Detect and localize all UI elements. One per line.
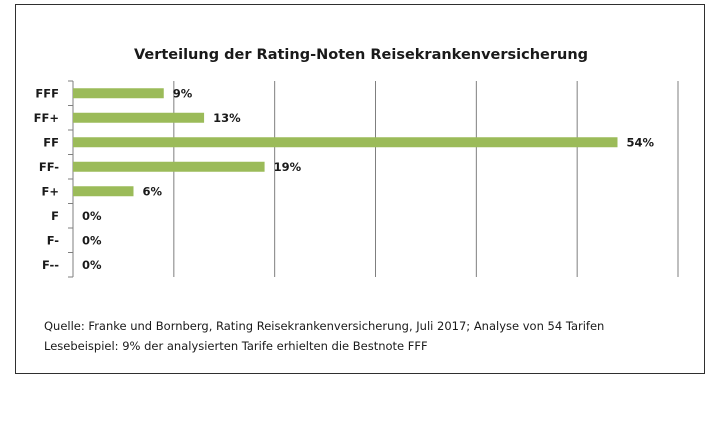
category-tick-label: F+ bbox=[42, 184, 60, 198]
category-tick-label: F-- bbox=[42, 258, 59, 272]
chart-title: Verteilung der Rating-Noten Reisekranken… bbox=[134, 47, 588, 63]
data-label: 9% bbox=[173, 86, 193, 100]
category-tick-label: F- bbox=[47, 233, 60, 247]
category-tick-label: FF bbox=[43, 135, 59, 149]
bar-chart: Verteilung der Rating-Noten Reisekranken… bbox=[34, 47, 679, 278]
data-label: 54% bbox=[627, 135, 655, 149]
category-axis bbox=[68, 80, 74, 278]
category-tick-label: FF+ bbox=[34, 111, 59, 125]
bars bbox=[73, 88, 618, 197]
category-tick-label: FF- bbox=[39, 160, 59, 174]
category-tick-label: FFF bbox=[35, 86, 59, 100]
bar bbox=[73, 161, 265, 172]
labels: FFF 9% FF+ 13% FF 54% FF- 19% F+ 6% F 0% F- 0% F-- 0% bbox=[34, 86, 655, 272]
data-label: 0% bbox=[82, 258, 102, 272]
data-label: 19% bbox=[274, 160, 302, 174]
data-label: 0% bbox=[82, 209, 102, 223]
bar bbox=[73, 88, 164, 99]
gridlines bbox=[173, 81, 679, 277]
reading-example-note: Lesebeispiel: 9% der analysierten Tarife… bbox=[44, 339, 428, 353]
bar bbox=[73, 186, 134, 197]
bar bbox=[73, 112, 205, 123]
bar bbox=[73, 137, 618, 148]
data-label: 6% bbox=[143, 184, 163, 198]
data-label: 13% bbox=[213, 111, 241, 125]
category-tick-label: F bbox=[51, 209, 59, 223]
data-label: 0% bbox=[82, 233, 102, 247]
source-note: Quelle: Franke und Bornberg, Rating Reis… bbox=[44, 319, 605, 333]
chart-frame: Verteilung der Rating-Noten Reisekranken… bbox=[15, 4, 705, 374]
